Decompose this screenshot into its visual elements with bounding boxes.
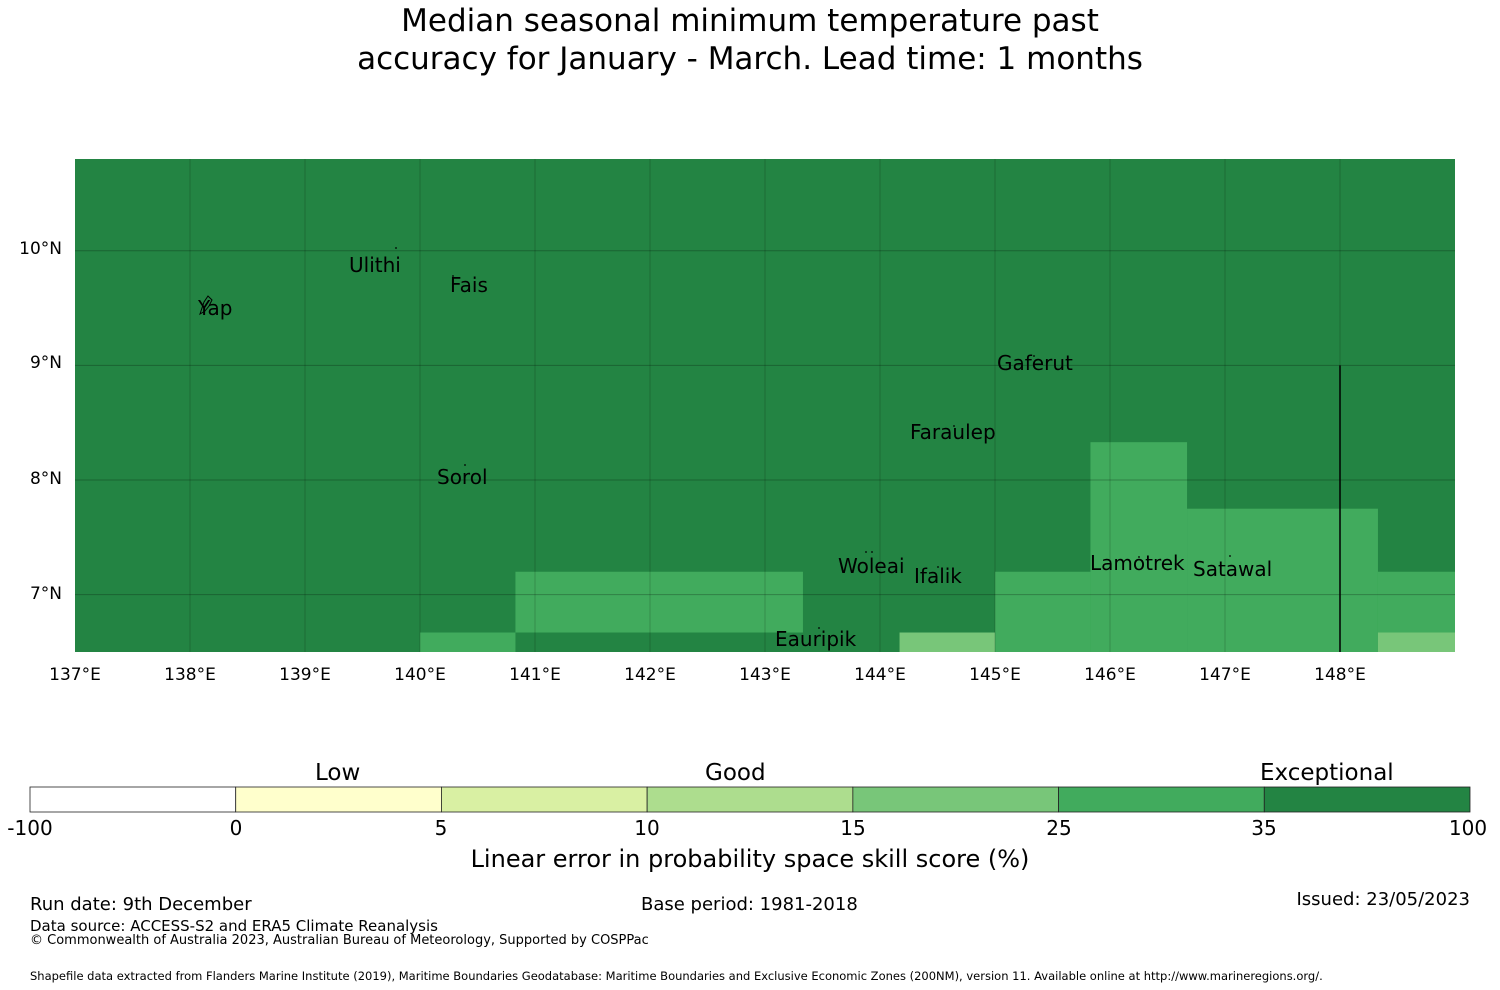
place-ulithi: Ulithi — [349, 253, 401, 277]
data-source: Data source: ACCESS-S2 and ERA5 Climate … — [30, 917, 438, 935]
shapefile-credit: Shapefile data extracted from Flanders M… — [30, 969, 1323, 983]
legend-category-exceptional: Exceptional — [1260, 760, 1394, 786]
place-eauripik: Eauripik — [775, 627, 857, 651]
lon-label-138e: 138°E — [164, 665, 216, 685]
place-lamotrek: Lamotrek — [1090, 551, 1185, 575]
lon-label-147e: 147°E — [1199, 665, 1251, 685]
island-mark — [871, 551, 873, 553]
legend-tick-35: 35 — [1251, 816, 1277, 840]
colorbar — [29, 786, 1471, 813]
skill-region-7 — [1377, 632, 1455, 652]
legend-tick-15: 15 — [840, 816, 866, 840]
lon-label-137e: 137°E — [49, 665, 101, 685]
map-layer — [75, 159, 1455, 652]
legend-tick-25: 25 — [1046, 816, 1072, 840]
island-mark — [1033, 355, 1035, 357]
lat-label-8n: 8°N — [29, 469, 62, 489]
island-mark — [865, 551, 867, 553]
lon-label-142e: 142°E — [624, 665, 676, 685]
island-mark — [395, 247, 397, 249]
legend-tick-5: 5 — [434, 816, 448, 840]
title-line-2: accuracy for January - March. Lead time:… — [357, 41, 1143, 77]
skill-region-3 — [995, 571, 1091, 652]
copyright: © Commonwealth of Australia 2023, Austra… — [30, 933, 649, 948]
place-gaferut: Gaferut — [997, 351, 1073, 375]
yap-island-shape — [199, 295, 213, 316]
lon-label-145e: 145°E — [969, 665, 1021, 685]
legend-category-low: Low — [315, 760, 361, 786]
island-mark — [818, 627, 820, 629]
place-sorol: Sorol — [437, 465, 488, 489]
legend-tick-10: 10 — [634, 816, 660, 840]
place-satawal: Satawal — [1193, 557, 1273, 581]
legend-swatch-4 — [852, 786, 1059, 813]
lon-label-146e: 146°E — [1084, 665, 1136, 685]
issued-date: Issued: 23/05/2023 — [1296, 889, 1470, 910]
lat-label-9n: 9°N — [29, 353, 62, 373]
island-mark — [953, 425, 955, 427]
lon-label-141e: 141°E — [509, 665, 561, 685]
legend-tick-100: 100 — [1448, 816, 1488, 840]
skill-region-5 — [1187, 508, 1378, 652]
base-period: Base period: 1981-2018 — [641, 894, 858, 915]
island-mark — [1138, 556, 1140, 558]
legend-swatch-1 — [235, 786, 442, 813]
run-date: Run date: 9th December — [30, 894, 252, 915]
place-woleai: Woleai — [838, 554, 905, 578]
lon-label-143e: 143°E — [739, 665, 791, 685]
legend-tick-minus100: -100 — [7, 816, 53, 840]
lon-label-140e: 140°E — [394, 665, 446, 685]
lon-label-148e: 148°E — [1314, 665, 1366, 685]
skill-region-4 — [1090, 442, 1188, 652]
legend-label: Linear error in probability space skill … — [470, 845, 1030, 873]
lon-label-144e: 144°E — [854, 665, 906, 685]
skill-region-6 — [1377, 571, 1455, 633]
legend-swatch-5 — [1058, 786, 1265, 813]
lat-label-10n: 10°N — [19, 239, 62, 259]
legend-swatch-6 — [1263, 786, 1471, 813]
skill-region-1 — [515, 571, 803, 633]
skill-region-2 — [899, 632, 995, 652]
legend-swatch-0 — [29, 786, 237, 813]
island-mark — [464, 464, 466, 466]
place-faraulep: Faraulep — [910, 420, 996, 444]
lon-label-139e: 139°E — [279, 665, 331, 685]
lat-label-7n: 7°N — [29, 584, 62, 604]
legend-tick-0: 0 — [229, 816, 243, 840]
legend-category-good: Good — [705, 760, 766, 786]
island-mark — [1229, 555, 1231, 557]
title-line-1: Median seasonal minimum temperature past — [401, 3, 1099, 39]
island-mark — [452, 275, 454, 277]
legend-swatch-2 — [441, 786, 648, 813]
place-fais: Fais — [450, 273, 488, 297]
place-ifalik: Ifalik — [914, 564, 962, 588]
skill-region-0 — [420, 632, 516, 652]
legend-swatch-3 — [646, 786, 854, 813]
chart-title: Median seasonal minimum temperature past… — [0, 2, 1500, 78]
island-mark — [937, 566, 939, 568]
place-yap: Yap — [198, 296, 233, 320]
